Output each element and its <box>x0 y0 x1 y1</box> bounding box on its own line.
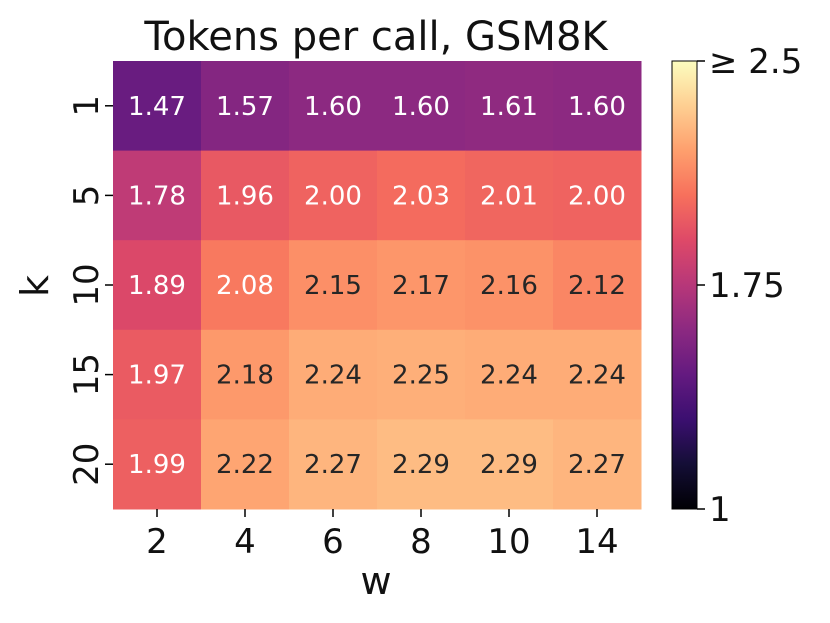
heatmap-cell-label: 2.29 <box>392 450 450 480</box>
heatmap-cell-label: 2.24 <box>480 361 538 391</box>
y-tick-label: 10 <box>67 263 107 306</box>
chart-title: Tokens per call, GSM8K <box>143 14 609 60</box>
heatmap-cell <box>465 61 554 152</box>
heatmap-cell <box>289 329 378 420</box>
heatmap-cell-label: 1.60 <box>392 92 450 122</box>
heatmap-cell-label: 2.27 <box>304 450 362 480</box>
heatmap-cell-label: 1.78 <box>128 181 186 211</box>
heatmap-cell <box>289 61 378 152</box>
heatmap-cell-label: 2.03 <box>392 181 450 211</box>
heatmap-cell-label: 2.24 <box>304 361 362 391</box>
y-tick-label: 5 <box>67 185 107 207</box>
heatmap-cell <box>377 419 466 510</box>
heatmap-cell <box>377 329 466 420</box>
heatmap-cell <box>377 240 466 331</box>
heatmap-cell-label: 2.16 <box>480 271 538 301</box>
colorbar <box>671 60 698 510</box>
y-tick-label: 20 <box>67 443 107 486</box>
heatmap-cell-label: 2.08 <box>216 271 274 301</box>
heatmap-cell <box>289 419 378 510</box>
heatmap-cell <box>113 240 202 331</box>
x-tick-label: 4 <box>234 522 256 562</box>
heatmap-cell <box>553 150 642 241</box>
heatmap-cell <box>465 419 554 510</box>
heatmap-cell-label: 2.24 <box>568 361 626 391</box>
heatmap-cell-label: 1.99 <box>128 450 186 480</box>
heatmap-cell-label: 1.57 <box>216 92 274 122</box>
y-tick-label: 1 <box>67 95 107 117</box>
heatmap-cell <box>465 150 554 241</box>
heatmap-cell-label: 2.00 <box>304 181 362 211</box>
heatmap-cell-label: 1.89 <box>128 271 186 301</box>
heatmap-cell <box>201 419 290 510</box>
heatmap-cell-label: 1.47 <box>128 92 186 122</box>
heatmap-cell <box>465 329 554 420</box>
heatmap-cell-label: 1.60 <box>304 92 362 122</box>
heatmap-cell <box>113 419 202 510</box>
heatmap-cell <box>377 61 466 152</box>
heatmap-cell <box>113 61 202 152</box>
heatmap-cell <box>289 150 378 241</box>
heatmap-cell <box>201 61 290 152</box>
heatmap-cell-label: 2.27 <box>568 450 626 480</box>
heatmap-cell <box>201 240 290 331</box>
heatmap-cell <box>553 240 642 331</box>
colorbar-tick-label: 1.75 <box>709 266 785 306</box>
heatmap-cell-label: 2.01 <box>480 181 538 211</box>
x-tick-label: 2 <box>146 522 168 562</box>
heatmap-cell-label: 2.12 <box>568 271 626 301</box>
heatmap-cell-label: 2.15 <box>304 271 362 301</box>
x-tick-label: 14 <box>575 522 618 562</box>
heatmap-cell-label: 2.25 <box>392 361 450 391</box>
heatmap-cell <box>201 329 290 420</box>
y-axis-label: k <box>13 275 57 297</box>
colorbar-tick-label: ≥ 2.5 <box>709 42 802 82</box>
x-axis: 2 4 6 8 10 14 <box>146 509 619 562</box>
heatmap-cell-label: 1.61 <box>480 92 538 122</box>
heatmap-cell-label: 2.17 <box>392 271 450 301</box>
x-tick-label: 8 <box>410 522 432 562</box>
heatmap-cell <box>553 61 642 152</box>
x-tick-label: 6 <box>322 522 344 562</box>
y-tick-label: 15 <box>67 353 107 396</box>
heatmap-cell-label: 1.96 <box>216 181 274 211</box>
heatmap-cell-labels: 1.47 1.57 1.60 1.60 1.61 1.60 1.78 1.96 2.00 2.03… <box>128 92 626 480</box>
heatmap-cell-label: 2.29 <box>480 450 538 480</box>
heatmap-cell <box>201 150 290 241</box>
heatmap-cell-label: 2.22 <box>216 450 274 480</box>
heatmap-cells <box>113 61 642 510</box>
heatmap-cell-label: 2.00 <box>568 181 626 211</box>
heatmap-cell <box>113 150 202 241</box>
heatmap-cell-label: 1.60 <box>568 92 626 122</box>
heatmap-cell <box>289 240 378 331</box>
heatmap-cell <box>113 329 202 420</box>
colorbar-tick-label: 1 <box>709 490 731 530</box>
heatmap-cell <box>553 329 642 420</box>
x-tick-label: 10 <box>487 522 530 562</box>
heatmap-cell <box>553 419 642 510</box>
x-axis-label: w <box>360 559 391 603</box>
colorbar-ticks: 1 1.75 ≥ 2.5 <box>697 42 802 530</box>
heatmap-cell-label: 1.97 <box>128 361 186 391</box>
heatmap-cell <box>465 240 554 331</box>
heatmap-cell <box>377 150 466 241</box>
heatmap-cell-label: 2.18 <box>216 361 274 391</box>
